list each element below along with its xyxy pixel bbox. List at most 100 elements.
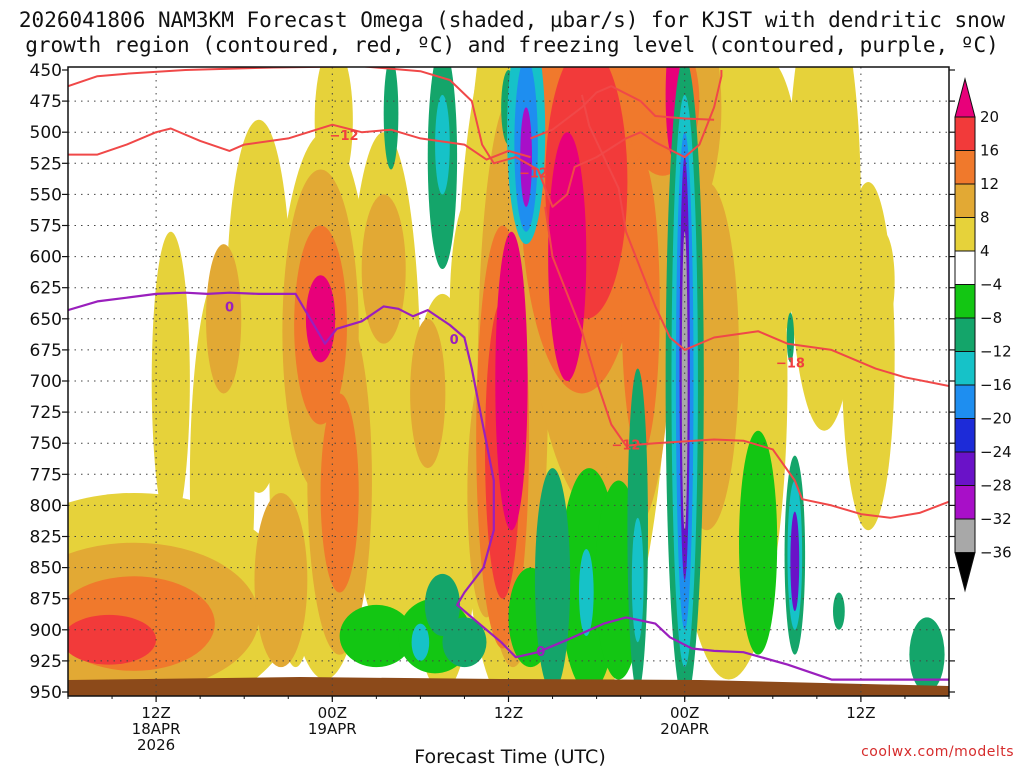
colorbar-swatch-5 (954, 250, 976, 285)
omega-cell-55 (424, 573, 461, 637)
colorbar-swatch-1 (954, 116, 976, 151)
colorbar-label-7: −12 (980, 343, 1012, 361)
omega-cell-17 (841, 181, 895, 531)
x-tick-label-48-1: 00Z (670, 704, 699, 722)
x-tick-label-36-1: 12Z (494, 704, 523, 722)
y-axis-ticks: 450 475 500 525 550 575 600 625 650 675 700 725 750 7… (30, 61, 955, 703)
colorbar-label-13: −36 (980, 544, 1012, 562)
y-tick-label-700: 700 (30, 372, 62, 392)
colorbar: 20 16 12 8 4 −4 −8 −12 −16 −20 −24 −28 −32 −36 (954, 77, 1012, 593)
omega-cell-42 (68, 614, 157, 665)
y-tick-label-800: 800 (30, 496, 62, 516)
omega-cell-65 (383, 67, 399, 170)
colorbar-swatch-12 (954, 485, 976, 520)
omega-cell-67 (411, 623, 430, 661)
omega-cell-41 (621, 157, 660, 456)
omega-cell-25 (361, 194, 406, 344)
omega-cell-79 (681, 231, 688, 531)
contour-labels: −12 −12 −18 −12 0 0 0 (225, 129, 805, 660)
colorbar-label-0: 20 (980, 108, 999, 126)
colorbar-top-arrow (954, 77, 976, 118)
colorbar-swatch-8 (954, 351, 976, 386)
y-tick-label-675: 675 (30, 341, 62, 361)
x-tick-label-24-2: 19APR (308, 720, 357, 738)
colorbar-swatch-9 (954, 384, 976, 419)
omega-cell-22 (254, 492, 308, 668)
dgz-contour-2 (530, 85, 715, 140)
x-axis-label: Forecast Time (UTC) (414, 746, 605, 768)
colorbar-swatch-2 (954, 150, 976, 185)
x-tick-label-24-1: 00Z (318, 704, 347, 722)
contour-layer (68, 67, 949, 681)
omega-cell-1 (151, 231, 190, 531)
y-tick-label-750: 750 (30, 434, 62, 454)
omega-cell-68 (578, 548, 594, 637)
colorbar-label-2: 12 (980, 175, 999, 193)
chart-title-line-2: growth region (contoured, red, ºC) and f… (25, 33, 999, 57)
dgz-contour-1 (68, 123, 531, 161)
colorbar-label-5: −4 (980, 276, 1002, 294)
contour-label-6: 0 (536, 645, 545, 660)
credit-text: coolwx.com/modelts (861, 744, 1014, 760)
x-tick-label-60-1: 12Z (846, 704, 875, 722)
omega-cell-62 (833, 592, 845, 630)
colorbar-label-9: −20 (980, 410, 1012, 428)
omega-cell-18 (871, 231, 895, 332)
x-tick-label-48-2: 20APR (660, 720, 709, 738)
dgz-contour-3 (580, 94, 949, 387)
colorbar-label-4: 4 (980, 242, 990, 260)
colorbar-label-3: 8 (980, 209, 990, 227)
omega-cell-77 (790, 511, 800, 612)
y-tick-label-650: 650 (30, 310, 62, 330)
colorbar-swatch-6 (954, 284, 976, 319)
colorbar-label-1: 16 (980, 142, 999, 160)
x-tick-label-12-2: 18APR (132, 720, 181, 738)
y-tick-label-725: 725 (30, 403, 62, 423)
y-tick-label-925: 925 (30, 652, 62, 672)
omega-cell-6 (314, 67, 353, 195)
omega-cell-69 (631, 517, 644, 643)
y-tick-label-825: 825 (30, 528, 62, 548)
dgz-contour-4 (544, 206, 949, 519)
y-tick-label-550: 550 (30, 185, 62, 205)
omega-cell-49 (339, 604, 414, 668)
y-tick-label-850: 850 (30, 559, 62, 579)
colorbar-swatch-4 (954, 217, 976, 252)
colorbar-swatch-13 (954, 518, 976, 553)
omega-cell-26 (410, 318, 446, 469)
omega-cell-47 (548, 132, 587, 381)
colorbar-label-8: −16 (980, 376, 1012, 394)
contour-label-1: −12 (519, 166, 548, 181)
y-tick-label-525: 525 (30, 154, 62, 174)
omega-cell-57 (534, 468, 571, 692)
omega-cell-61 (786, 312, 795, 363)
colorbar-label-10: −24 (980, 443, 1012, 461)
y-tick-label-875: 875 (30, 590, 62, 610)
colorbar-label-12: −32 (980, 510, 1012, 528)
colorbar-swatch-11 (954, 451, 976, 486)
y-tick-label-600: 600 (30, 248, 62, 268)
omega-cell-63 (909, 617, 945, 692)
colorbar-label-6: −8 (980, 309, 1002, 327)
colorbar-swatch-7 (954, 317, 976, 352)
omega-shading-layer (68, 67, 945, 696)
ground-layer (68, 677, 949, 696)
contour-label-0: −12 (330, 129, 359, 144)
y-tick-label-575: 575 (30, 217, 62, 237)
omega-cell-54 (739, 430, 778, 655)
omega-cell-56 (442, 617, 487, 668)
y-tick-label-625: 625 (30, 279, 62, 299)
freezing-level-contour-0 (68, 291, 949, 681)
contour-label-2: −18 (776, 357, 805, 372)
terrain-below-surface (68, 677, 949, 696)
y-tick-label-450: 450 (30, 61, 62, 81)
y-tick-label-500: 500 (30, 123, 62, 143)
contour-label-4: 0 (225, 301, 234, 316)
omega-cell-36 (320, 393, 359, 593)
omega-cell-72 (435, 94, 450, 195)
omega-cell-15 (728, 67, 803, 357)
colorbar-swatch-10 (954, 418, 976, 453)
contour-label-3: −12 (611, 439, 640, 454)
